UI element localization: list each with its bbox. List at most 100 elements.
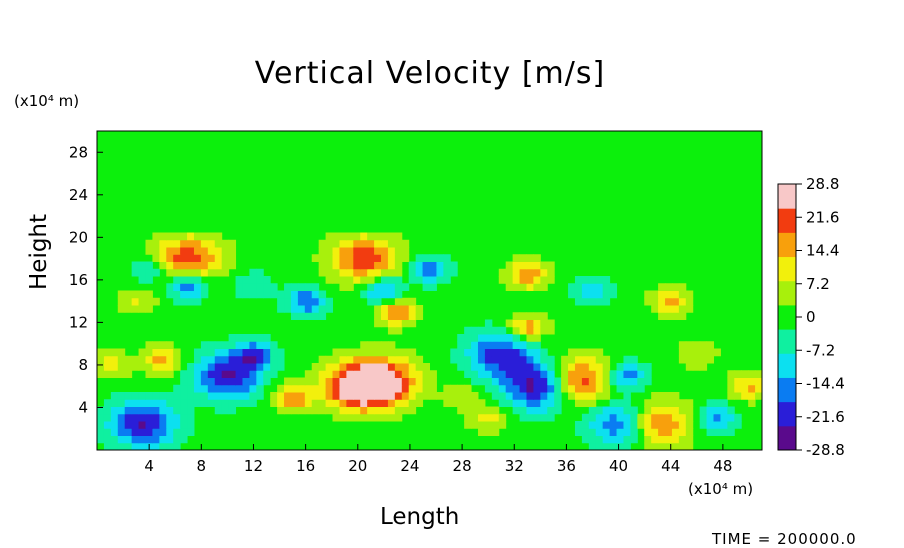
field-cell: [734, 377, 742, 386]
field-cell: [498, 363, 507, 371]
field-cell: [110, 413, 119, 422]
field-cell: [367, 413, 375, 422]
field-cell: [110, 399, 119, 407]
field-cell: [228, 384, 237, 393]
field-cell: [720, 421, 728, 429]
field-cell: [609, 377, 618, 386]
field-cell: [311, 305, 320, 313]
field-cell: [464, 384, 472, 393]
field-cell: [533, 370, 541, 378]
field-cell: [623, 399, 631, 407]
field-cell: [207, 384, 216, 393]
field-cell: [568, 355, 576, 364]
field-cell: [581, 421, 590, 429]
field-cell: [547, 399, 555, 407]
field-cell: [249, 334, 257, 342]
field-cell: [346, 363, 354, 371]
colorbar-segment: [778, 280, 796, 306]
field-cell: [360, 406, 368, 415]
field-cell: [498, 377, 507, 386]
field-cell: [692, 341, 701, 349]
field-cell: [658, 435, 666, 444]
field-cell: [353, 355, 361, 364]
field-cell: [401, 247, 410, 255]
field-cell: [235, 341, 243, 349]
field-cell: [374, 355, 382, 364]
field-cell: [533, 268, 541, 277]
field-cell: [408, 319, 417, 328]
field-cell: [727, 384, 735, 393]
field-cell: [581, 355, 590, 364]
field-cell: [588, 348, 597, 357]
field-cell: [152, 355, 160, 364]
field-cell: [512, 406, 521, 415]
field-cell: [110, 421, 119, 429]
field-cell: [609, 435, 618, 444]
field-cell: [381, 254, 389, 262]
field-cell: [97, 421, 105, 429]
field-cell: [207, 370, 216, 378]
field-cell: [734, 413, 742, 422]
field-cell: [387, 413, 396, 422]
field-cell: [187, 377, 195, 386]
field-cell: [394, 348, 403, 357]
field-cell: [574, 428, 583, 436]
field-cell: [367, 384, 375, 393]
field-cell: [284, 384, 292, 393]
field-cell: [609, 370, 618, 378]
field-cell: [249, 290, 257, 299]
field-cell: [581, 370, 590, 378]
field-cell: [519, 392, 527, 400]
field-cell: [477, 399, 486, 407]
field-cell: [180, 384, 188, 393]
field-cell: [678, 312, 687, 320]
field-cell: [678, 305, 687, 313]
field-cell: [152, 341, 160, 349]
field-cell: [699, 341, 708, 349]
field-cell: [193, 283, 202, 291]
field-cell: [519, 406, 527, 415]
field-cell: [242, 355, 250, 364]
field-cell: [429, 377, 437, 386]
field-cell: [131, 392, 140, 400]
field-cell: [491, 355, 500, 364]
field-cell: [145, 355, 153, 364]
field-cell: [602, 363, 611, 371]
field-cell: [270, 355, 278, 364]
field-cell: [131, 406, 140, 415]
field-cell: [124, 421, 133, 429]
field-cell: [325, 247, 334, 255]
field-cell: [408, 261, 417, 270]
field-cell: [526, 406, 534, 415]
field-cell: [678, 413, 687, 422]
x-tick-label: 28: [453, 457, 472, 475]
field-cell: [526, 312, 534, 320]
y-tick-label: 12: [69, 313, 88, 331]
field-cell: [346, 370, 354, 378]
field-cell: [131, 290, 140, 299]
field-cell: [228, 399, 237, 407]
field-cell: [547, 326, 555, 335]
field-cell: [110, 348, 119, 357]
field-cell: [665, 442, 673, 451]
field-cell: [228, 355, 237, 364]
field-cell: [602, 377, 611, 386]
field-cell: [706, 355, 715, 364]
field-cell: [644, 428, 652, 436]
field-cell: [415, 276, 424, 284]
field-cell: [471, 406, 479, 415]
field-cell: [623, 363, 631, 371]
field-cell: [339, 268, 347, 277]
field-cell: [152, 247, 160, 255]
field-cell: [180, 413, 188, 422]
field-cell: [297, 297, 306, 306]
field-cell: [381, 406, 389, 415]
field-cell: [616, 413, 624, 422]
field-cell: [124, 435, 133, 444]
field-cell: [609, 399, 618, 407]
x-tick-label: 32: [505, 457, 524, 475]
field-cell: [623, 428, 631, 436]
field-cell: [304, 399, 313, 407]
field-cell: [304, 305, 313, 313]
field-cell: [346, 377, 354, 386]
